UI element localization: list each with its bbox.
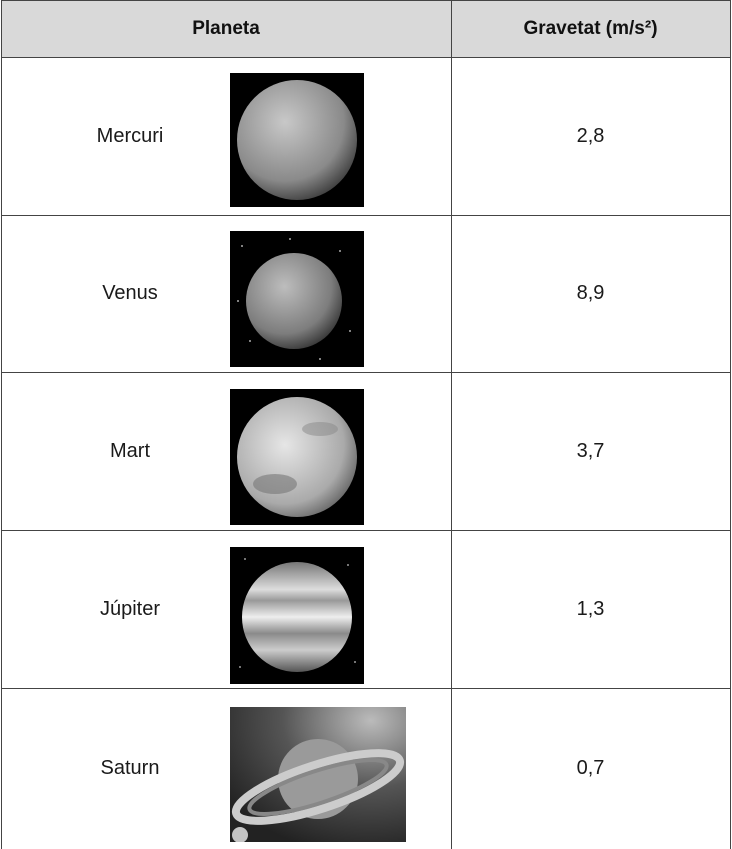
header-planet: Planeta (1, 1, 451, 57)
planet-name: Venus (102, 281, 158, 304)
border (1, 688, 731, 689)
gravity-value: 8,9 (576, 281, 605, 304)
border (1, 372, 731, 373)
planet-image (230, 707, 406, 842)
border (1, 57, 731, 58)
planet-image (230, 231, 364, 367)
gravity-value: 2,8 (576, 124, 605, 147)
planet-name: Mart (110, 439, 150, 462)
border (1, 0, 731, 1)
planet-name: Mercuri (96, 124, 164, 147)
border (730, 0, 731, 849)
planet-image (230, 547, 364, 684)
planet-image (230, 389, 364, 525)
header-gravity: Gravetat (m/s²) (451, 1, 730, 57)
planet-name: Júpiter (99, 597, 161, 620)
planet-image (230, 73, 364, 207)
gravity-value: 0,7 (576, 756, 605, 779)
border (1, 0, 2, 849)
border (451, 0, 452, 849)
gravity-value: 3,7 (576, 439, 605, 462)
planet-name: Saturn (100, 756, 160, 779)
gravity-value: 1,3 (576, 597, 605, 620)
border (1, 530, 731, 531)
border (1, 215, 731, 216)
